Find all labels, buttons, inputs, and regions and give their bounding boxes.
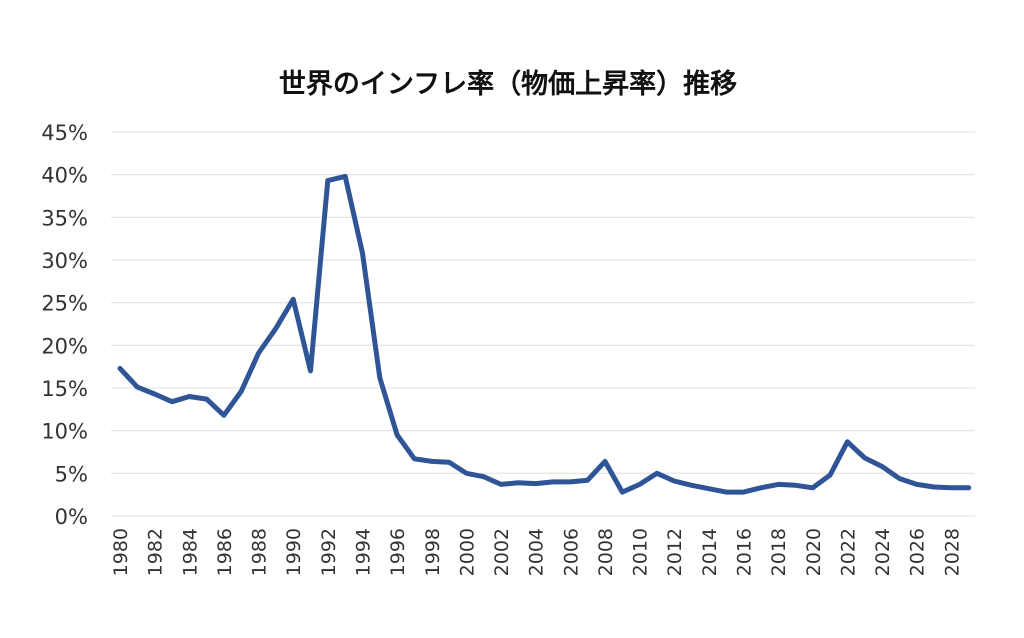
x-tick-label: 2000 [456, 528, 478, 576]
y-tick-label: 20% [41, 334, 88, 358]
x-tick-label: 2014 [699, 528, 721, 576]
x-tick-label: 1986 [214, 528, 236, 576]
x-tick-label: 2012 [664, 528, 686, 576]
y-tick-label: 15% [41, 377, 88, 401]
x-tick-label: 2016 [734, 528, 756, 576]
y-tick-label: 0% [55, 505, 88, 529]
x-tick-label: 2004 [526, 528, 548, 576]
x-tick-label: 2006 [560, 528, 582, 576]
y-axis-ticks: 0% 5% 10% 15% 20% 25% 30% 35% 40% 45% [41, 121, 88, 529]
y-tick-label: 45% [41, 121, 88, 145]
x-tick-label: 2018 [768, 528, 790, 576]
x-tick-label: 2028 [941, 528, 963, 576]
x-tick-label: 1982 [145, 528, 167, 576]
x-tick-label: 1988 [249, 528, 271, 576]
x-tick-label: 1984 [179, 528, 201, 576]
chart-title: 世界のインフレ率（物価上昇率）推移 [279, 68, 737, 100]
y-tick-label: 10% [41, 420, 88, 444]
series-layer [117, 173, 972, 495]
x-tick-label: 2020 [803, 528, 825, 576]
x-tick-label: 2024 [872, 528, 894, 576]
x-tick-label: 2002 [491, 528, 513, 576]
x-tick-label: 1980 [110, 528, 132, 576]
x-tick-label: 1998 [422, 528, 444, 576]
y-tick-label: 35% [41, 206, 88, 230]
x-tick-label: 1996 [387, 528, 409, 576]
x-tick-label: 2026 [907, 528, 929, 576]
x-axis-ticks: 1980 1982 1984 1986 1988 1990 1992 1994 1996 1998… [110, 528, 963, 576]
y-tick-label: 30% [41, 249, 88, 273]
x-tick-label: 2022 [837, 528, 859, 576]
y-tick-label: 25% [41, 292, 88, 316]
y-tick-label: 5% [55, 462, 88, 486]
x-tick-label: 1990 [283, 528, 305, 576]
x-tick-label: 2008 [595, 528, 617, 576]
x-tick-label: 1994 [352, 528, 374, 576]
x-tick-label: 1992 [318, 528, 340, 576]
series-line [117, 173, 972, 495]
x-tick-label: 2010 [630, 528, 652, 576]
gridlines [111, 131, 975, 517]
y-tick-label: 40% [41, 164, 88, 188]
